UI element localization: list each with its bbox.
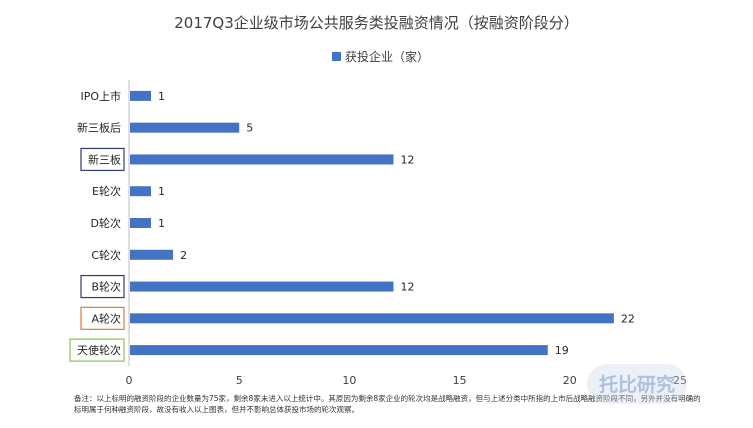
data-label: 19 [555,344,569,357]
x-tick-label: 10 [342,374,356,387]
data-label: 22 [621,312,635,325]
footnote: 备注：以上标明的融资阶段的企业数量为75家，剩余8家未进入以上统计中。其原因为剩… [74,394,701,414]
category-label: B轮次 [91,280,121,294]
category-label: E轮次 [92,184,121,198]
data-label: 5 [246,122,253,135]
legend-swatch [332,52,341,61]
category-label: 天使轮次 [77,343,121,357]
watermark-text: 托比研究 [599,373,675,396]
category-label: A轮次 [91,311,121,325]
category-label: D轮次 [91,216,121,230]
data-label: 12 [400,153,414,166]
data-label: 1 [158,217,165,230]
category-highlight-box [80,306,125,330]
x-tick-label: 5 [236,374,243,387]
legend-label: 获投企业（家） [345,50,430,64]
legend: 获投企业（家） [332,48,429,65]
bar [130,218,152,228]
category-label: 新三板后 [77,121,121,135]
x-tick-label: 25 [673,374,687,387]
category-highlight-box [80,147,125,172]
chart-title: 2017Q3企业级市场公共服务类投融资情况（按融资阶段分） [174,14,579,32]
category-highlight-box [80,274,125,299]
data-label: 12 [400,281,414,294]
x-tick-label: 20 [563,374,577,387]
x-tick-label: 15 [453,374,467,387]
bar [130,122,240,133]
data-label: 1 [158,90,165,103]
bar [130,345,548,356]
watermark-logo: 托比研究 [587,364,687,404]
data-label: 1 [158,185,165,198]
category-label: C轮次 [91,248,121,262]
bar [130,186,152,197]
x-tick-label: 0 [126,374,133,387]
bar [130,281,394,292]
bar [130,249,174,260]
category-label: 新三板 [88,152,121,166]
bar [130,313,614,324]
category-highlight-box [69,338,125,362]
bar [130,90,152,101]
data-label: 2 [180,249,187,262]
category-label: IPO上市 [80,89,121,103]
bar [130,154,394,165]
